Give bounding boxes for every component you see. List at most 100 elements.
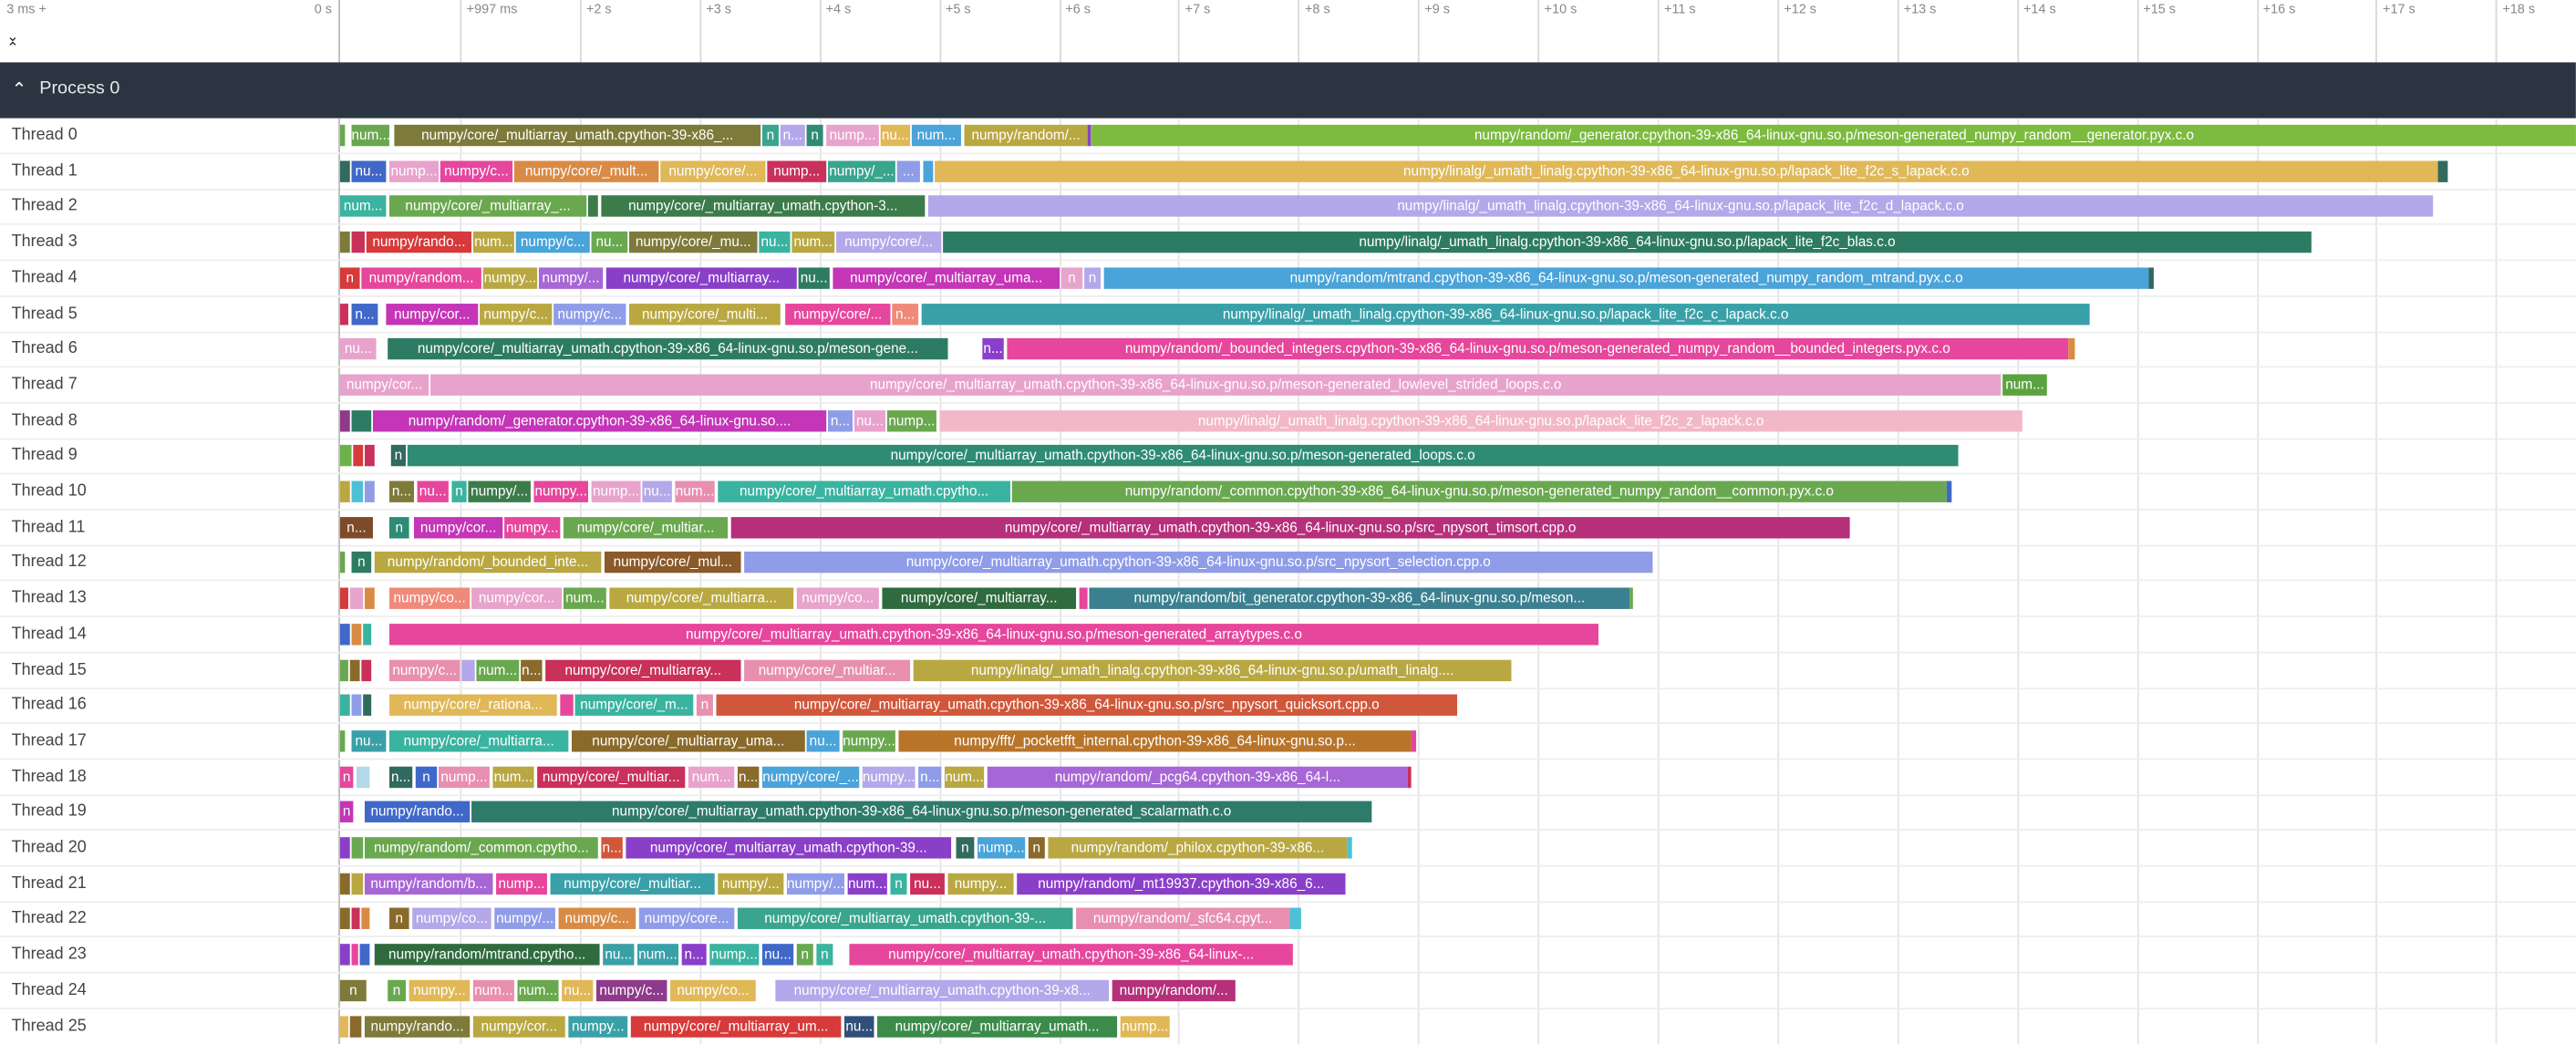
trace-slice[interactable]: numpy/core/_multiarray_umath.cpython-39-… bbox=[407, 445, 1959, 467]
trace-slice[interactable]: numpy/core/_multiarray_umath.cpython-39-… bbox=[388, 623, 1598, 646]
trace-slice[interactable]: numpy/fft/_pocketfft_internal.cpython-39… bbox=[898, 729, 1412, 752]
trace-slice[interactable]: numpy/... bbox=[494, 908, 555, 930]
trace-slice[interactable]: numpy/co... bbox=[412, 908, 491, 930]
trace-slice[interactable]: n... bbox=[737, 766, 760, 788]
trace-slice[interactable] bbox=[339, 587, 348, 610]
trace-slice[interactable] bbox=[2068, 338, 2075, 360]
trace-slice[interactable]: numpy/core/_mul... bbox=[604, 552, 741, 574]
trace-slice[interactable]: numpy/random/_common.cpython-39-x86_64-l… bbox=[1011, 481, 1947, 502]
trace-slice[interactable]: numpy/c... bbox=[553, 303, 626, 325]
thread-label[interactable]: Thread 24 bbox=[11, 981, 87, 1000]
thread-label[interactable]: Thread 3 bbox=[11, 233, 78, 252]
trace-slice[interactable]: numpy... bbox=[482, 267, 538, 289]
trace-slice[interactable]: numpy/core/_multiarra... bbox=[388, 729, 569, 752]
trace-slice[interactable]: numpy/random/mtrand.cpytho... bbox=[374, 944, 600, 966]
thread-label[interactable]: Thread 0 bbox=[11, 126, 78, 145]
trace-slice[interactable]: numpy/c... bbox=[388, 658, 460, 681]
trace-slice[interactable] bbox=[339, 552, 346, 574]
trace-slice[interactable]: numpy/... bbox=[786, 873, 845, 894]
trace-slice[interactable]: n bbox=[816, 944, 833, 966]
trace-slice[interactable]: nump... bbox=[826, 124, 879, 147]
trace-slice[interactable]: n bbox=[796, 944, 813, 966]
trace-slice[interactable]: numpy/co... bbox=[796, 587, 879, 610]
trace-slice[interactable]: numpy/core/_multiarray_uma... bbox=[833, 267, 1060, 289]
trace-slice[interactable]: nu... bbox=[642, 481, 672, 502]
trace-slice[interactable] bbox=[359, 944, 370, 966]
trace-slice[interactable]: numpy/rando... bbox=[364, 801, 471, 823]
trace-slice[interactable] bbox=[1079, 587, 1088, 610]
trace-slice[interactable] bbox=[351, 873, 364, 894]
thread-label[interactable]: Thread 7 bbox=[11, 376, 78, 394]
thread-label[interactable]: Thread 18 bbox=[11, 767, 87, 786]
trace-slice[interactable]: numpy/rando... bbox=[364, 1015, 471, 1037]
trace-slice[interactable]: n bbox=[388, 908, 409, 930]
trace-slice[interactable]: numpy/cor... bbox=[471, 587, 563, 610]
trace-slice[interactable] bbox=[339, 908, 350, 930]
trace-slice[interactable]: n bbox=[339, 267, 360, 289]
trace-slice[interactable]: nu... bbox=[351, 729, 387, 752]
trace-slice[interactable]: n... bbox=[388, 766, 413, 788]
trace-slice[interactable]: numpy/core/_multiarray_umath.cpython-39-… bbox=[744, 552, 1653, 574]
trace-slice[interactable]: numpy/c... bbox=[558, 908, 636, 930]
trace-slice[interactable]: numpy/random/_generator.cpython-39-x86_6… bbox=[1091, 124, 2576, 147]
thread-label[interactable]: Thread 12 bbox=[11, 553, 87, 573]
trace-slice[interactable] bbox=[339, 837, 350, 859]
trace-slice[interactable]: numpy/core/_multiarray_umath.cpython-39-… bbox=[471, 801, 1372, 823]
trace-slice[interactable]: n bbox=[761, 124, 779, 147]
trace-slice[interactable]: numpy/core/_rationa... bbox=[388, 694, 557, 717]
thread-label[interactable]: Thread 8 bbox=[11, 411, 78, 429]
trace-slice[interactable]: numpy/linalg/_umath_linalg.cpython-39-x8… bbox=[921, 303, 2090, 325]
thread-label[interactable]: Thread 11 bbox=[11, 518, 86, 537]
trace-slice[interactable]: nump... bbox=[439, 766, 490, 788]
trace-slice[interactable] bbox=[351, 837, 364, 859]
trace-slice[interactable]: n bbox=[806, 124, 823, 147]
trace-slice[interactable]: numpy/core/_mult... bbox=[513, 160, 659, 182]
trace-slice[interactable]: numpy/linalg/_umath_linalg.cpython-39-x8… bbox=[943, 232, 2312, 253]
thread-label[interactable]: Thread 23 bbox=[11, 946, 87, 964]
trace-slice[interactable] bbox=[351, 481, 364, 502]
trace-slice[interactable]: numpy/... bbox=[468, 481, 531, 502]
trace-slice[interactable]: n... bbox=[601, 837, 623, 859]
trace-slice[interactable]: numpy/c... bbox=[515, 232, 590, 253]
trace-slice[interactable]: numpy/random... bbox=[361, 267, 481, 289]
trace-slice[interactable] bbox=[587, 195, 598, 218]
trace-slice[interactable]: n bbox=[390, 445, 406, 467]
trace-slice[interactable]: nump... bbox=[388, 160, 440, 182]
trace-slice[interactable]: numpy/random/_pcg64.cpython-39-x86_64-l.… bbox=[987, 766, 1408, 788]
trace-slice[interactable]: num... bbox=[517, 979, 559, 1001]
trace-slice[interactable] bbox=[2437, 160, 2448, 182]
trace-slice[interactable]: numpy/random/_generator.cpython-39-x86_6… bbox=[372, 409, 827, 431]
trace-slice[interactable]: numpy/core/_multiarray_umath.cpython-39.… bbox=[626, 837, 952, 859]
trace-slice[interactable]: nu... bbox=[562, 979, 594, 1001]
trace-slice[interactable]: nump... bbox=[709, 944, 760, 966]
trace-slice[interactable]: num... bbox=[944, 766, 985, 788]
trace-slice[interactable]: n... bbox=[982, 338, 1004, 360]
trace-slice[interactable]: n... bbox=[780, 124, 805, 147]
trace-slice[interactable]: numpy/core/_multiarray_umath.cpytho... bbox=[718, 481, 1010, 502]
trace-slice[interactable]: n... bbox=[351, 303, 378, 325]
trace-slice[interactable] bbox=[361, 908, 370, 930]
trace-slice[interactable]: numpy... bbox=[947, 873, 1014, 894]
trace-slice[interactable]: numpy/core/_multiarray_umath... bbox=[877, 1015, 1118, 1037]
trace-slice[interactable] bbox=[339, 658, 348, 681]
thread-label[interactable]: Thread 19 bbox=[11, 802, 87, 822]
trace-slice[interactable]: numpy... bbox=[862, 766, 916, 788]
trace-slice[interactable] bbox=[351, 944, 358, 966]
trace-slice[interactable]: n... bbox=[339, 516, 373, 538]
trace-slice[interactable]: numpy/core/_mu... bbox=[629, 232, 758, 253]
thread-label[interactable]: Thread 25 bbox=[11, 1017, 87, 1036]
trace-slice[interactable]: n bbox=[696, 694, 713, 717]
trace-slice[interactable]: numpy/random/_bounded_inte... bbox=[374, 552, 602, 574]
trace-slice[interactable] bbox=[339, 445, 352, 467]
trace-slice[interactable]: numpy/linalg/_umath_linalg.cpython-39-x8… bbox=[935, 160, 2438, 182]
thread-label[interactable]: Thread 4 bbox=[11, 268, 78, 287]
trace-slice[interactable] bbox=[349, 658, 360, 681]
thread-label[interactable]: Thread 9 bbox=[11, 447, 78, 466]
trace-slice[interactable]: numpy/core/_... bbox=[761, 766, 860, 788]
trace-slice[interactable]: numpy/core/_multiarray_umath.cpython-3..… bbox=[601, 195, 926, 218]
trace-slice[interactable]: n... bbox=[828, 409, 853, 431]
trace-slice[interactable] bbox=[339, 124, 346, 147]
trace-slice[interactable]: n bbox=[339, 766, 354, 788]
trace-slice[interactable] bbox=[560, 694, 574, 717]
trace-slice[interactable]: numpy/co... bbox=[388, 587, 471, 610]
